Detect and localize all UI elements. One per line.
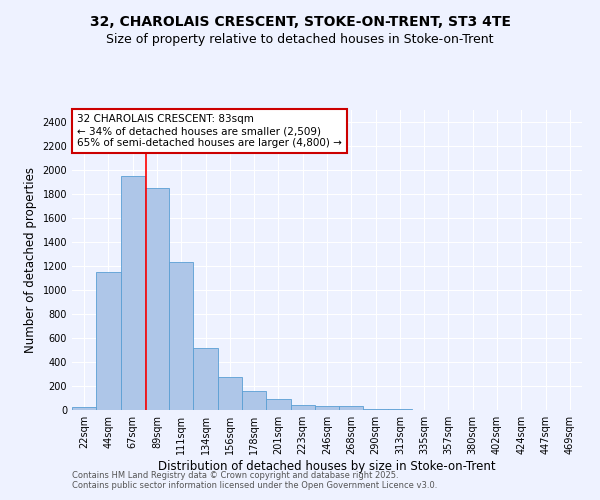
- Bar: [169, 262, 193, 410]
- Bar: [266, 399, 290, 410]
- Bar: [364, 408, 388, 410]
- Bar: [339, 406, 364, 410]
- Bar: [290, 404, 315, 410]
- Text: Size of property relative to detached houses in Stoke-on-Trent: Size of property relative to detached ho…: [106, 32, 494, 46]
- Bar: [145, 188, 169, 410]
- Bar: [96, 272, 121, 410]
- Bar: [72, 407, 96, 410]
- Bar: [193, 348, 218, 410]
- Text: 32 CHAROLAIS CRESCENT: 83sqm
← 34% of detached houses are smaller (2,509)
65% of: 32 CHAROLAIS CRESCENT: 83sqm ← 34% of de…: [77, 114, 342, 148]
- Y-axis label: Number of detached properties: Number of detached properties: [24, 167, 37, 353]
- Bar: [121, 176, 145, 410]
- Text: Contains public sector information licensed under the Open Government Licence v3: Contains public sector information licen…: [72, 480, 437, 490]
- Bar: [218, 377, 242, 410]
- Text: Contains HM Land Registry data © Crown copyright and database right 2025.: Contains HM Land Registry data © Crown c…: [72, 470, 398, 480]
- Bar: [315, 406, 339, 410]
- Bar: [242, 392, 266, 410]
- Text: 32, CHAROLAIS CRESCENT, STOKE-ON-TRENT, ST3 4TE: 32, CHAROLAIS CRESCENT, STOKE-ON-TRENT, …: [89, 15, 511, 29]
- X-axis label: Distribution of detached houses by size in Stoke-on-Trent: Distribution of detached houses by size …: [158, 460, 496, 473]
